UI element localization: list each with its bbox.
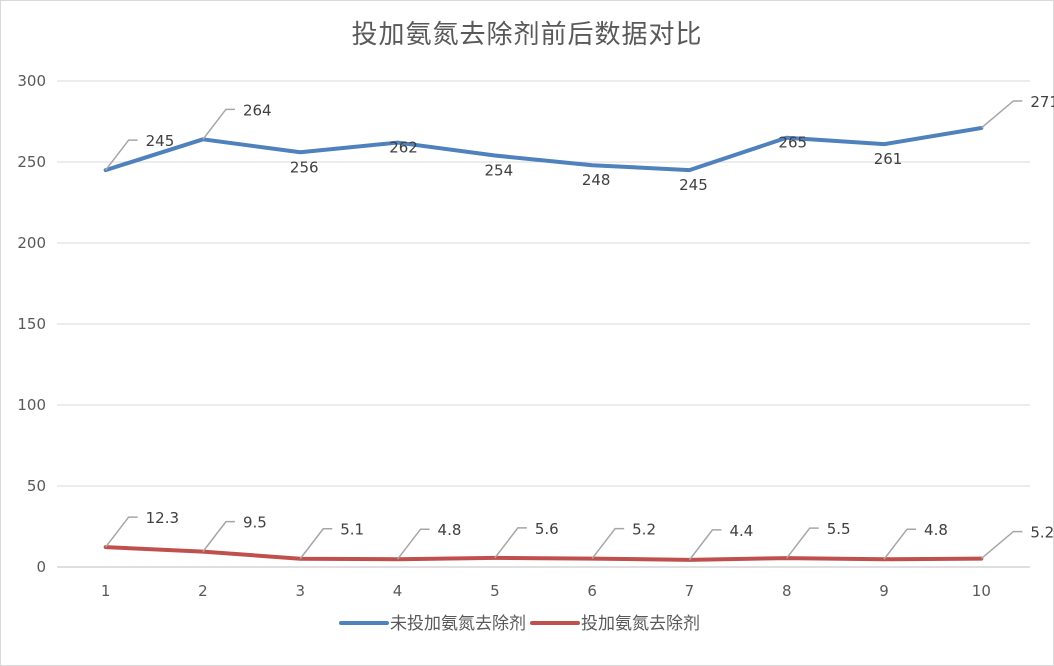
label-leader-line (688, 529, 722, 561)
data-label: 4.8 (924, 521, 948, 539)
chart-title: 投加氨氮去除剂前后数据对比 (351, 20, 703, 50)
label-leader-line (299, 527, 333, 560)
x-tick-label: 3 (295, 582, 305, 600)
y-tick-label: 150 (17, 315, 46, 333)
data-label: 9.5 (243, 514, 267, 532)
data-label: 4.8 (438, 521, 462, 539)
series-line-1 (103, 545, 984, 562)
data-label: 12.3 (146, 509, 179, 527)
label-leader-line (105, 516, 138, 548)
y-tick-label: 100 (17, 396, 46, 414)
x-tick-label: 2 (198, 582, 208, 600)
data-label: 265 (778, 134, 807, 152)
data-label: 245 (679, 176, 708, 194)
y-tick-label: 0 (36, 558, 46, 576)
y-tick-label: 300 (17, 72, 46, 90)
data-label: 254 (485, 162, 514, 180)
x-tick-label: 10 (972, 582, 991, 600)
legend-label-0: 未投加氨氮去除剂 (390, 614, 526, 634)
data-label: 5.2 (1030, 524, 1054, 542)
label-leader-line (883, 528, 917, 560)
label-leader-line (591, 527, 625, 560)
legend-label-1: 投加氨氮去除剂 (581, 614, 700, 634)
data-label: 261 (874, 150, 903, 168)
y-tick-label: 250 (17, 153, 46, 171)
x-tick-label: 6 (587, 582, 597, 600)
label-leader-line (786, 527, 819, 559)
data-labels: 245 264 256 262 254 248 245 265 261 271 12.3 9.5 5.1… (105, 93, 1054, 561)
x-tick-label: 4 (393, 582, 403, 600)
x-tick-label: 9 (879, 582, 889, 600)
label-leader-line (980, 530, 1023, 560)
x-tick-label: 5 (490, 582, 500, 600)
data-label: 245 (146, 132, 175, 150)
data-label: 271 (1030, 93, 1054, 111)
y-tick-label: 200 (17, 234, 46, 252)
data-label: 5.6 (535, 520, 559, 538)
data-label: 262 (389, 139, 418, 157)
label-leader-line (396, 528, 430, 560)
data-label: 256 (290, 158, 319, 176)
series-line-0 (103, 125, 984, 173)
x-tick-label: 1 (101, 582, 111, 600)
label-leader-line (105, 139, 138, 171)
label-leader-line (202, 108, 235, 140)
label-leader-line (202, 520, 235, 553)
data-label: 5.5 (827, 520, 851, 538)
legend: 未投加氨氮去除剂 投加氨氮去除剂 (339, 614, 700, 634)
y-tick-label: 50 (27, 477, 46, 495)
x-tick-label: 7 (685, 582, 695, 600)
label-leader-line (494, 527, 527, 559)
data-label: 4.4 (729, 522, 753, 540)
series-lines (103, 125, 984, 562)
y-axis-ticks: 0 50 100 150 200 250 300 (17, 72, 46, 576)
data-label: 248 (582, 171, 611, 189)
label-leader-line (980, 100, 1023, 129)
x-axis-ticks: 1 2 3 4 5 6 7 8 9 10 (101, 582, 991, 600)
x-tick-label: 8 (782, 582, 792, 600)
data-label: 5.1 (340, 521, 364, 539)
data-label: 5.2 (632, 521, 656, 539)
data-label: 264 (243, 101, 272, 119)
